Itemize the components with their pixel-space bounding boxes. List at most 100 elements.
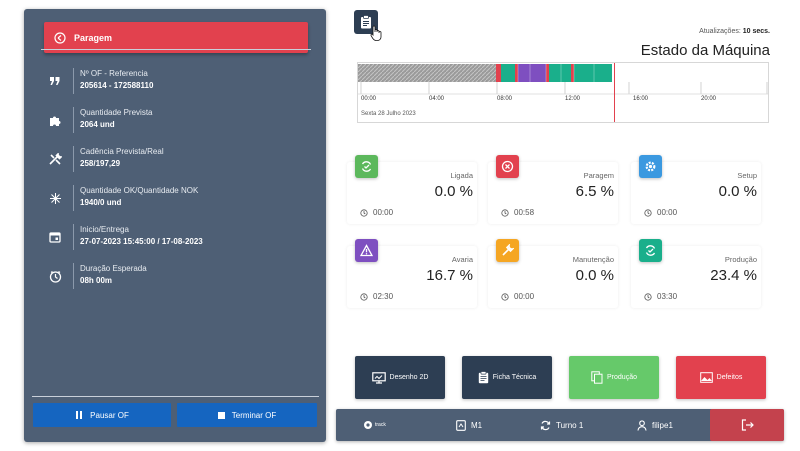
hand-cursor-icon <box>370 25 382 41</box>
pause-of-label: Pausar OF <box>90 410 129 420</box>
timeline-tick: 04:00 <box>429 96 445 102</box>
machine-indicator[interactable]: M1 <box>456 409 482 441</box>
card-value: 6.5 % <box>575 183 614 200</box>
info-row-planned-quantity: Quantidade Prevista 2064 und <box>46 107 153 133</box>
finish-of-button[interactable]: Terminar OF <box>177 403 317 427</box>
card-label: Paragem <box>583 171 614 180</box>
info-value: 205614 - 172588110 <box>80 81 154 90</box>
drawing-2d-label: Desenho 2D <box>389 374 429 381</box>
card-value: 0.0 % <box>575 267 614 284</box>
info-row-of-reference: Nº OF - Referencia 205614 - 172588110 <box>46 68 153 94</box>
copy-icon <box>591 371 603 384</box>
finish-of-label: Terminar OF <box>231 410 277 420</box>
update-interval: Atualizações: 10 secs. <box>699 28 770 35</box>
current-time-marker <box>614 63 615 122</box>
card-time-value: 03:30 <box>657 292 678 301</box>
card-time: 00:00 <box>360 208 393 217</box>
card-manutencao: Manutenção 0.0 % 00:00 <box>488 239 618 308</box>
card-ligada: Ligada 0.0 % 00:00 <box>347 155 477 224</box>
card-label: Manutenção <box>572 255 614 264</box>
refresh-check-icon <box>355 155 378 178</box>
updates-prefix: Atualizações: <box>699 28 741 35</box>
card-time: 00:58 <box>501 208 534 217</box>
device-icon <box>456 419 466 431</box>
timeline-state-bar <box>358 64 612 82</box>
stop-circle-icon <box>54 31 66 44</box>
history-icon <box>501 292 509 301</box>
timeline-tick: 08:00 <box>497 96 513 102</box>
status-button[interactable]: Paragem <box>44 22 308 53</box>
card-time: 02:30 <box>360 292 393 301</box>
card-label: Avaria <box>451 255 473 264</box>
status-footer: track M1 Turno 1 filipe1 <box>336 409 784 441</box>
info-label: Cadência Prevista/Real <box>80 147 164 156</box>
timeline-tick: 20:00 <box>701 96 717 102</box>
technical-sheet-button[interactable]: Ficha Técnica <box>462 356 552 399</box>
timer-icon <box>46 267 64 285</box>
card-time-value: 00:58 <box>514 208 535 217</box>
info-value: 08h 00m <box>80 276 113 285</box>
timeline-axis: 00:00 04:00 08:00 12:00 16:00 20:00 <box>358 82 768 123</box>
card-time: 00:00 <box>644 208 677 217</box>
info-row-start-delivery: Inicio/Entrega 27-07-2023 15:45:00 / 17-… <box>46 224 203 250</box>
card-time-value: 00:00 <box>657 208 678 217</box>
info-row-cadence: Cadência Prevista/Real 258/197,29 <box>46 146 164 172</box>
status-divider <box>41 49 311 50</box>
timeline-date: Sexta 28 Julho 2023 <box>361 111 416 117</box>
status-label: Paragem <box>74 32 113 43</box>
sync-icon <box>540 420 551 430</box>
card-time-value: 00:00 <box>373 208 394 217</box>
card-time-value: 02:30 <box>373 292 394 301</box>
history-icon <box>360 292 368 301</box>
machine-label: M1 <box>471 420 483 430</box>
card-value: 23.4 % <box>710 267 757 284</box>
brand-logo: track <box>363 409 386 441</box>
shift-indicator[interactable]: Turno 1 <box>540 409 583 441</box>
history-icon <box>360 208 368 217</box>
card-value: 16.7 % <box>426 267 473 284</box>
quote-icon <box>46 72 64 90</box>
info-label: Inicio/Entrega <box>80 225 129 234</box>
technical-sheet-label: Ficha Técnica <box>492 374 537 381</box>
card-paragem: Paragem 6.5 % 00:58 <box>488 155 618 224</box>
shift-label: Turno 1 <box>556 420 584 430</box>
info-row-expected-duration: Duração Esperada 08h 00m <box>46 263 147 289</box>
order-info-panel: Paragem Nº OF - Referencia 205614 - 1725… <box>24 9 326 442</box>
puzzle-icon <box>46 111 64 129</box>
logout-icon <box>741 419 754 431</box>
user-indicator[interactable]: filipe1 <box>637 409 673 441</box>
production-button[interactable]: Produção <box>569 356 659 399</box>
image-icon <box>699 372 713 383</box>
card-avaria: Avaria 16.7 % 02:30 <box>347 239 477 308</box>
defects-label: Defeitos <box>716 374 743 381</box>
history-icon <box>644 208 652 217</box>
timeline-tick: 12:00 <box>565 96 581 102</box>
warning-icon <box>355 239 378 262</box>
production-label: Produção <box>607 374 637 381</box>
timeline-tick: 16:00 <box>633 96 649 102</box>
pause-of-button[interactable]: Pausar OF <box>33 403 171 427</box>
clipboard-icon <box>361 15 371 29</box>
card-label: Ligada <box>450 171 473 180</box>
refresh-check-icon <box>639 239 662 262</box>
calendar-icon <box>46 228 64 246</box>
card-label: Produção <box>724 255 757 264</box>
info-label: Duração Esperada <box>80 264 147 273</box>
card-time-value: 00:00 <box>514 292 535 301</box>
info-value: 258/197,29 <box>80 159 121 168</box>
clipboard-icon <box>478 371 488 384</box>
drawing-2d-button[interactable]: Desenho 2D <box>355 356 445 399</box>
user-icon <box>637 419 647 431</box>
history-icon <box>644 292 652 301</box>
stop-x-icon <box>496 155 519 178</box>
card-time: 00:00 <box>501 292 534 301</box>
defects-button[interactable]: Defeitos <box>676 356 766 399</box>
updates-value: 10 secs. <box>742 28 770 35</box>
logo-text: track <box>375 422 386 428</box>
history-icon <box>501 208 509 217</box>
stop-icon <box>217 411 225 419</box>
info-label: Quantidade Prevista <box>80 108 153 117</box>
logout-button[interactable] <box>710 409 784 441</box>
card-producao: Produção 23.4 % 03:30 <box>631 239 761 308</box>
page-title: Estado da Máquina <box>640 42 770 59</box>
